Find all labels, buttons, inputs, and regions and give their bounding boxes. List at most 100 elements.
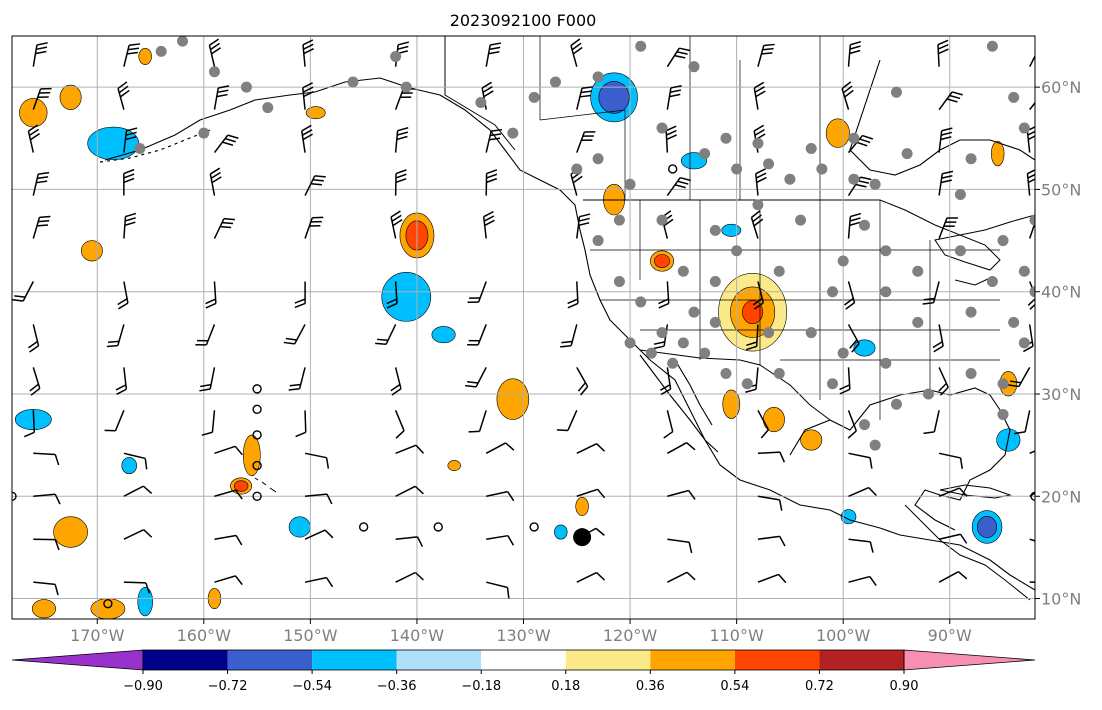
wind-barb	[213, 85, 230, 110]
colorbar-extend-low	[11, 649, 144, 671]
station-marker-filled	[763, 327, 775, 339]
station-marker-filled	[645, 347, 657, 359]
station-marker-filled	[848, 132, 860, 144]
colorbar-extend-high	[903, 649, 1036, 671]
wind-barb	[465, 367, 487, 388]
wind-barb	[123, 127, 138, 153]
lon-tick-label: 90°W	[928, 626, 972, 645]
station-marker-filled	[1029, 214, 1035, 226]
station-marker-filled	[912, 265, 924, 277]
wind-barb	[847, 410, 858, 439]
shaded-contour-region	[654, 254, 670, 268]
shaded-contour-region	[431, 326, 456, 344]
station-markers	[12, 36, 1035, 609]
shaded-contour-region	[762, 406, 785, 433]
wind-barb	[567, 281, 579, 309]
central-america-outline	[904, 504, 1031, 601]
colorbar-segment	[565, 650, 651, 670]
shaded-contour-region	[59, 84, 82, 110]
wind-barb	[923, 410, 940, 435]
baja-california-outline	[639, 354, 719, 453]
wind-barb	[395, 485, 424, 497]
station-marker-filled	[954, 189, 966, 201]
station-marker-filled	[720, 132, 732, 144]
lon-tick-label: 120°W	[603, 626, 658, 645]
station-marker-filled	[890, 398, 902, 410]
colorbar-outline	[142, 649, 905, 671]
wind-barb	[667, 538, 693, 554]
wind-barb	[576, 131, 596, 153]
station-marker-filled	[688, 61, 700, 73]
colorbar-segment	[396, 650, 482, 670]
station-marker-filled	[240, 81, 252, 93]
station-marker-filled	[837, 255, 849, 267]
station-marker-filled	[763, 158, 775, 170]
station-marker-filled	[773, 368, 785, 380]
lon-tick-label: 170°W	[70, 626, 125, 645]
shaded-contour-region	[977, 516, 998, 538]
lat-tick-label: 60°N	[1041, 78, 1081, 97]
hawaii-islands	[254, 477, 277, 493]
station-marker-filled	[784, 173, 796, 185]
station-marker-open	[252, 384, 262, 394]
station-marker-filled	[699, 148, 711, 160]
colorbar-tick-label: 0.90	[890, 679, 919, 694]
station-marker-filled	[997, 408, 1009, 420]
wind-barb	[757, 451, 786, 463]
station-marker-filled	[198, 127, 210, 139]
wind-barb	[938, 452, 963, 469]
station-marker-filled	[1029, 286, 1035, 298]
shaded-contour-region	[138, 47, 152, 65]
wind-barb	[847, 324, 860, 353]
wind-barb	[32, 87, 52, 110]
colorbar-segment	[312, 650, 397, 670]
station-marker-open	[529, 522, 539, 532]
wind-barb	[667, 489, 696, 500]
wind-barb	[304, 576, 334, 588]
colorbar-tick-label: 0.54	[720, 679, 749, 694]
great-lakes-outline	[934, 234, 1001, 286]
station-marker-filled	[965, 368, 977, 380]
station-marker-filled	[859, 219, 870, 231]
station-marker-filled	[880, 286, 892, 298]
wind-barb	[201, 410, 216, 436]
wind-barb	[576, 367, 589, 396]
colorbar-tick-label: 0.72	[805, 679, 834, 694]
station-marker-filled	[177, 36, 188, 47]
colorbar-tick-label: 0.36	[636, 679, 665, 694]
station-marker-filled	[752, 137, 764, 149]
wind-barb	[467, 281, 487, 303]
wind-barb	[752, 281, 765, 310]
colorbar-tick-label: 0.18	[551, 679, 580, 694]
wind-barb	[666, 441, 696, 454]
wind-barb	[665, 125, 677, 153]
station-marker-filled	[635, 296, 647, 308]
wind-barb	[29, 367, 41, 396]
station-marker-filled	[1018, 122, 1030, 134]
wind-barb	[32, 42, 48, 67]
wind-barb	[213, 217, 235, 239]
station-marker-open	[12, 491, 17, 501]
wind-barb	[104, 410, 125, 432]
wind-barb	[485, 169, 498, 196]
lon-tick-label: 140°W	[390, 626, 445, 645]
wind-barb	[123, 485, 153, 497]
wind-barb	[123, 529, 153, 540]
station-marker-filled	[134, 143, 146, 155]
colorbar-tick-label: −0.36	[377, 679, 417, 694]
station-marker-filled	[880, 357, 892, 369]
colorbar-tick-label: −0.54	[292, 679, 332, 694]
wind-barb	[938, 571, 968, 583]
station-marker-filled	[667, 357, 679, 369]
alaska-canada-border	[444, 36, 516, 151]
wind-barb	[485, 442, 515, 454]
wind-barb	[394, 127, 409, 153]
wind-barb	[848, 538, 874, 553]
lon-tick-label: 130°W	[496, 626, 551, 645]
wind-barb	[576, 86, 593, 110]
shaded-contour-region	[288, 516, 311, 538]
wind-barb	[1028, 220, 1035, 239]
lon-tick-label: 160°W	[177, 626, 232, 645]
wind-barb	[659, 367, 672, 396]
wind-barb	[485, 42, 502, 67]
